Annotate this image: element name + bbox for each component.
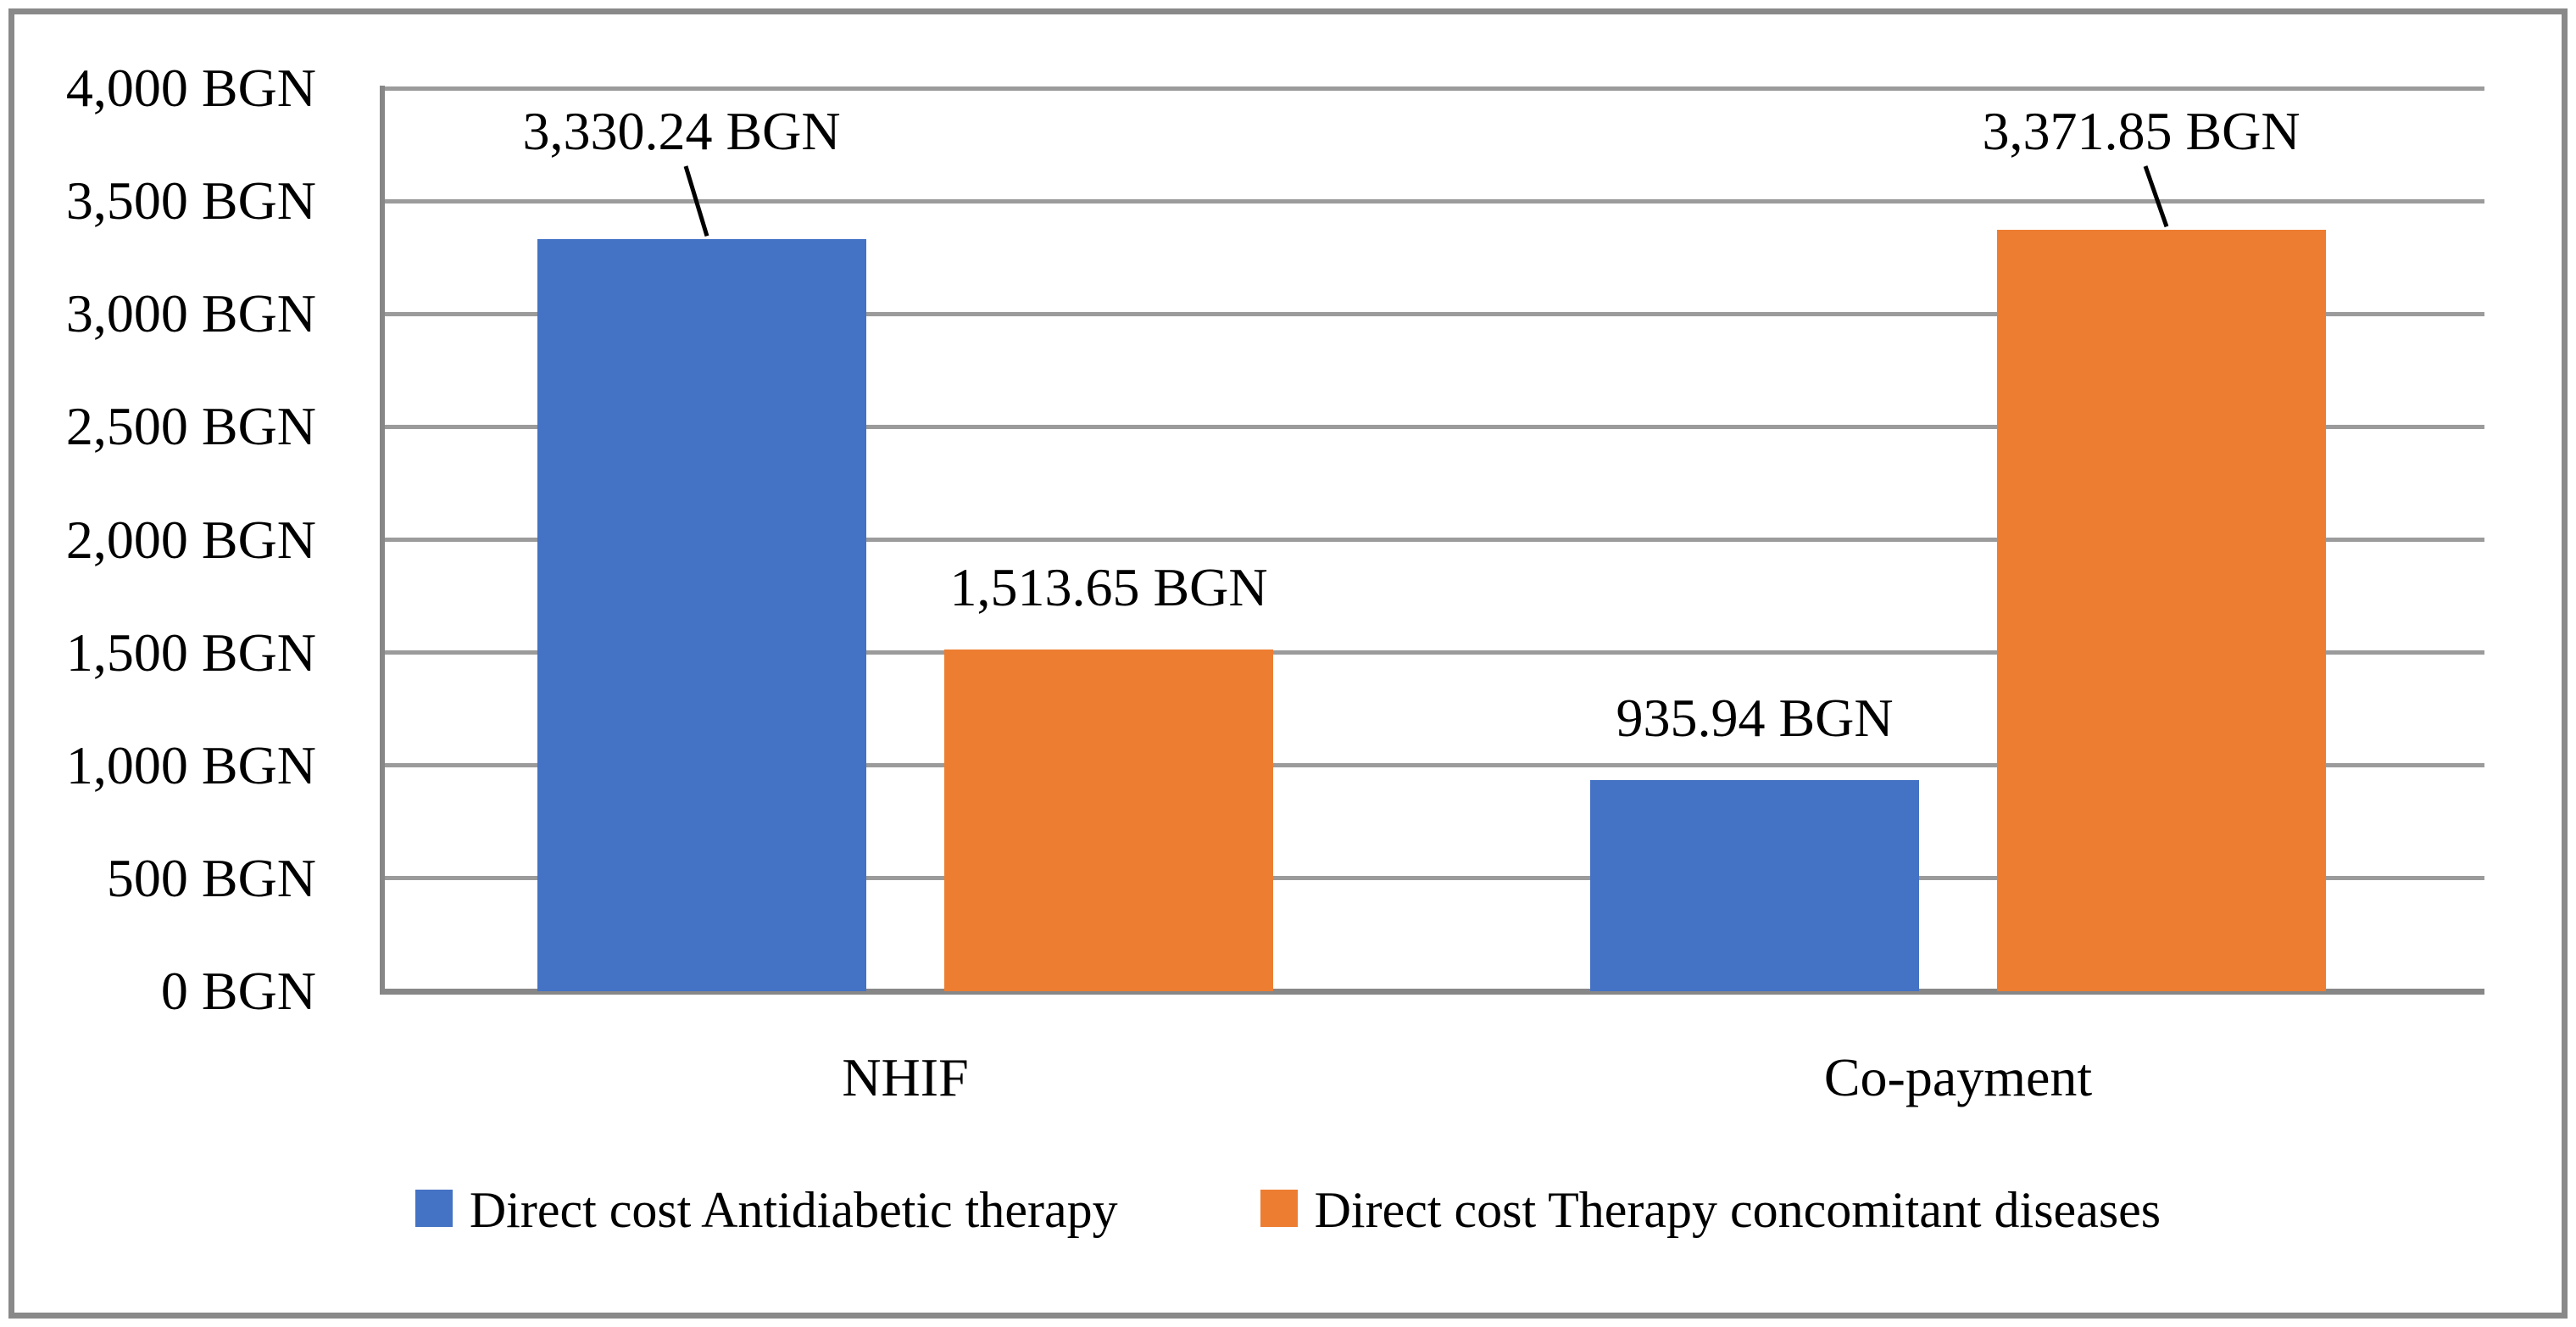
figure-border (8, 8, 2568, 1319)
category-label-co-payment: Co-payment (1823, 1047, 2093, 1107)
data-label: 3,371.85 BGN (1982, 101, 2301, 161)
y-axis-tick-label: 1,500 BGN (65, 622, 316, 683)
bar-nhif-diseases (944, 649, 1273, 991)
gridline (382, 198, 2484, 204)
y-axis-tick-label: 3,000 BGN (65, 283, 316, 344)
bar-co-payment-therapy (1590, 779, 1919, 991)
data-label: 1,513.65 BGN (949, 556, 1268, 617)
y-axis-tick-label: 0 BGN (160, 961, 316, 1021)
gridline (382, 538, 2484, 542)
gridline (382, 311, 2484, 316)
data-label: 3,330.24 BGN (522, 101, 841, 161)
legend-label: Direct cost Therapy concomitant diseases (1314, 1182, 2162, 1238)
legend-swatch-blue-icon (414, 1190, 453, 1227)
y-axis-tick-label: 1,000 BGN (65, 734, 316, 795)
gridline (382, 86, 2484, 91)
bar-co-payment-diseases (1997, 230, 2326, 991)
gridline (382, 650, 2484, 655)
gridline (382, 876, 2484, 881)
data-label: 935.94 BGN (1616, 687, 1894, 748)
legend-swatch-orange-icon (1260, 1190, 1298, 1227)
y-axis-line (380, 86, 385, 994)
y-axis-tick-label: 2,000 BGN (65, 509, 316, 570)
bar-nhif-therapy (537, 239, 866, 991)
y-axis-tick-label: 3,500 BGN (65, 170, 316, 231)
x-axis-line (380, 989, 2484, 995)
gridline (382, 424, 2484, 429)
y-axis-tick-label: 500 BGN (106, 847, 316, 908)
legend-item-antidiabetic: Direct cost Antidiabetic therapy (414, 1182, 1118, 1238)
legend-label: Direct cost Antidiabetic therapy (469, 1182, 1118, 1238)
category-label-nhif: NHIF (842, 1047, 969, 1107)
legend: Direct cost Antidiabetic therapy Direct … (0, 1184, 2576, 1236)
gridline (382, 763, 2484, 768)
y-axis-tick-label: 2,500 BGN (65, 396, 316, 457)
y-axis-tick-label: 4,000 BGN (65, 58, 316, 118)
legend-item-concomitant: Direct cost Therapy concomitant diseases (1260, 1182, 2162, 1238)
